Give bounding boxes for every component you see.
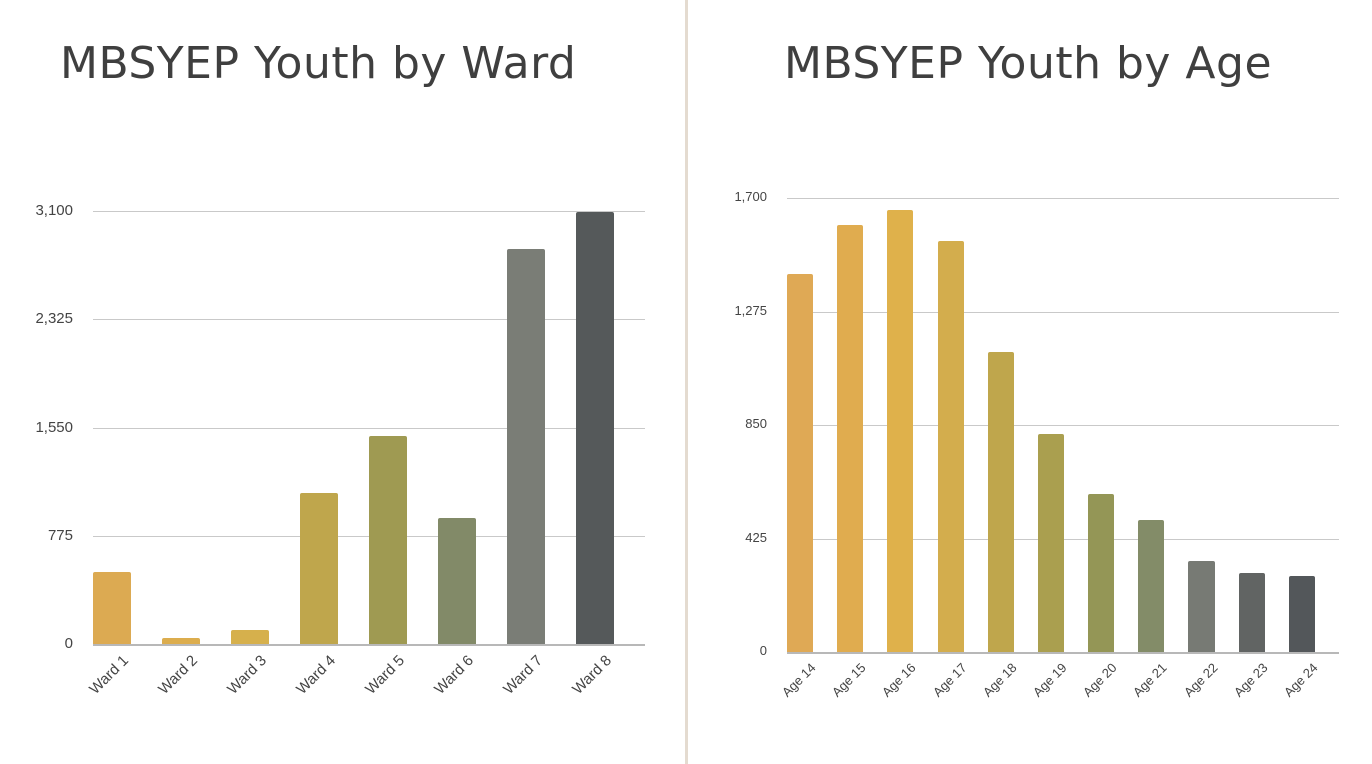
gridline: [93, 427, 645, 429]
x-tick-label: Ward 2: [155, 652, 201, 698]
gridline: [787, 311, 1339, 313]
bar-ward-4: [300, 493, 338, 644]
y-tick-label: 0: [759, 643, 767, 658]
bar-ward-8: [576, 211, 614, 644]
bar-age-17: [937, 240, 964, 652]
x-tick-label: Ward 8: [569, 652, 615, 698]
bar-age-18: [987, 351, 1014, 652]
bar-ward-1: [93, 572, 131, 644]
x-tick-label: Ward 3: [224, 652, 270, 698]
bar-ward-2: [162, 637, 200, 644]
gridline: [787, 198, 1339, 199]
bar-ward-5: [369, 435, 407, 644]
y-tick-label: 425: [745, 529, 767, 545]
bar-age-24: [1288, 575, 1315, 652]
gridline: [787, 652, 1339, 654]
gridline: [93, 644, 645, 646]
gridline: [93, 319, 645, 321]
ward-chart-plot: 0 775 1,550 2,325 3,100 Ward 1 Ward 2 Ward 3 War…: [35, 202, 645, 698]
y-tick-label: 850: [745, 416, 767, 431]
x-tick-label: Ward 5: [362, 652, 408, 698]
y-tick-label: 1,275: [734, 302, 767, 318]
bar-ward-7: [507, 248, 545, 644]
bar-age-19: [1037, 434, 1064, 652]
bar-age-21: [1138, 519, 1165, 652]
panel-divider: [685, 0, 688, 764]
ward-chart-title: MBSYEP Youth by Ward: [60, 38, 577, 89]
y-tick-label: 2,325: [35, 310, 73, 328]
age-chart-title: MBSYEP Youth by Age: [784, 38, 1273, 89]
x-tick-label: Ward 1: [86, 652, 133, 698]
gridline: [93, 211, 645, 212]
ward-chart-panel: MBSYEP Youth by Ward 0 775 1,550 2,325 3,100…: [0, 0, 685, 764]
x-tick-label: Ward 4: [293, 652, 339, 698]
gridline: [787, 425, 1339, 426]
age-chart-plot: 0 425 850 1,275 1,700 Age 14 Age 15 Age 16 Age 1…: [734, 189, 1339, 700]
y-tick-label: 3,100: [35, 202, 73, 219]
y-tick-label: 775: [47, 526, 73, 544]
bar-age-23: [1238, 573, 1265, 652]
bar-ward-3: [231, 630, 269, 644]
bar-age-16: [887, 210, 914, 652]
bar-ward-6: [438, 518, 476, 644]
x-tick-label: Ward 7: [500, 652, 546, 698]
bar-age-22: [1188, 561, 1215, 652]
y-tick-label: 1,550: [35, 418, 73, 436]
x-tick-label: Ward 6: [431, 652, 477, 698]
age-chart-panel: MBSYEP Youth by Age 0 425 850 1,275 1,700 Age…: [688, 0, 1372, 764]
y-tick-label: 0: [64, 635, 73, 652]
bar-age-20: [1088, 494, 1115, 652]
bar-age-14: [787, 274, 814, 652]
bar-age-15: [837, 224, 864, 652]
y-tick-label: 1,700: [734, 189, 767, 204]
